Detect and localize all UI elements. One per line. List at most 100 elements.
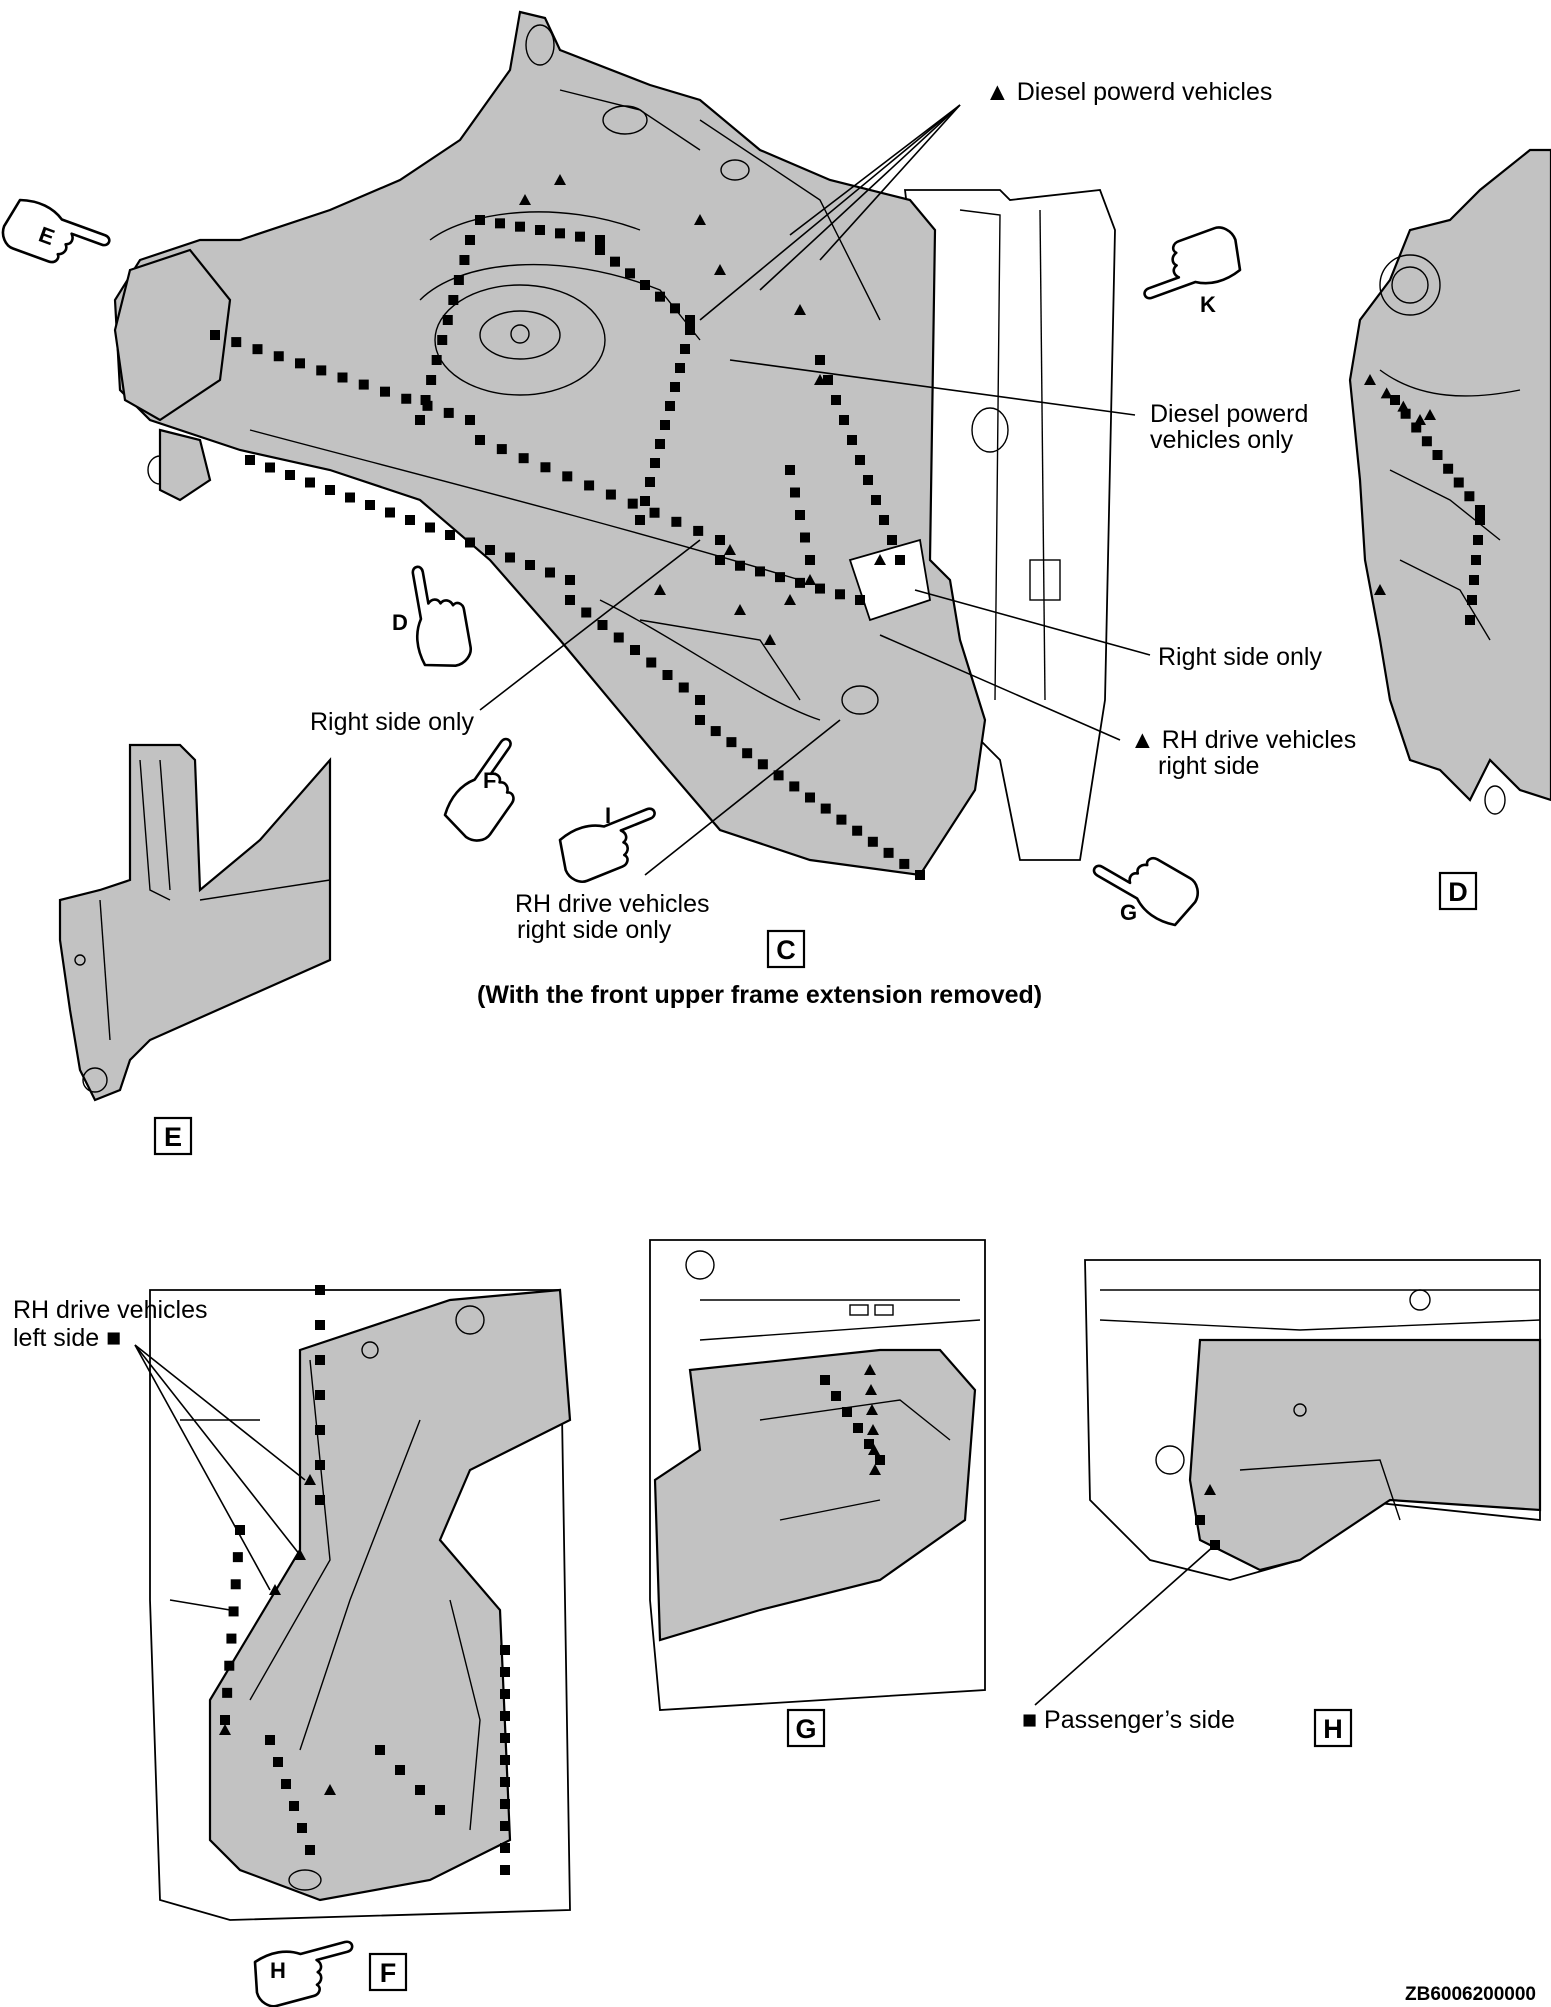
spot-weld-square: [415, 1785, 425, 1795]
spot-weld-square: [500, 1755, 510, 1765]
label-rh-drive-right-line2: right side: [1158, 752, 1259, 780]
spot-weld-square: [231, 337, 242, 348]
spot-weld-square: [1421, 436, 1432, 447]
label-diesel-only-line2: vehicles only: [1150, 426, 1294, 454]
spot-weld-square: [500, 1711, 510, 1721]
hand-letter-h: H: [270, 1958, 286, 1983]
spot-weld-square: [742, 748, 753, 759]
spot-weld-square: [775, 572, 785, 583]
spot-weld-square: [839, 415, 849, 425]
spot-weld-square: [500, 1865, 510, 1875]
spot-weld-triangle: [865, 1384, 877, 1395]
spot-weld-square: [443, 407, 454, 418]
spot-weld-square: [1475, 515, 1485, 525]
weld-triangle-markers: [219, 174, 1436, 1795]
spot-weld-triangle: [519, 194, 531, 205]
spot-weld-triangle: [1380, 387, 1393, 399]
spot-weld-square: [915, 870, 925, 880]
spot-weld-square: [535, 225, 545, 235]
spot-weld-triangle: [324, 1784, 336, 1795]
spot-weld-square: [575, 231, 585, 242]
view-box-e: E: [153, 1116, 193, 1156]
spot-weld-square: [655, 291, 665, 302]
spot-weld-square: [710, 726, 721, 737]
spot-weld-square: [875, 1455, 885, 1465]
spot-weld-square: [315, 1285, 325, 1295]
spot-weld-square: [835, 589, 845, 600]
spot-weld-square: [671, 516, 682, 527]
hand-letter-i: I: [605, 803, 611, 828]
spot-weld-square: [555, 228, 565, 239]
spot-weld-square: [385, 507, 395, 518]
spot-weld-square: [273, 1757, 283, 1767]
spot-weld-triangle: [694, 214, 706, 225]
view-d-drawing: [1348, 148, 1551, 815]
spot-weld-square: [855, 595, 865, 605]
spot-weld-square: [655, 439, 665, 449]
spot-weld-square: [445, 530, 455, 540]
spot-weld-square: [695, 695, 705, 705]
spot-weld-square: [805, 555, 815, 565]
spot-weld-square: [1432, 450, 1443, 460]
spot-weld-square: [670, 382, 680, 392]
spot-weld-square: [895, 555, 905, 565]
label-diesel-only-line1: Diesel powerd: [1150, 400, 1308, 428]
label-rh-drive-left-line1: RH drive vehicles: [13, 1296, 208, 1324]
spot-weld-triangle: [1204, 1484, 1216, 1495]
view-box-c: C: [766, 929, 806, 969]
hand-letter-f: F: [483, 768, 496, 793]
spot-weld-square: [515, 221, 525, 232]
svg-text:D: D: [1448, 877, 1468, 907]
spot-weld-square: [645, 477, 655, 487]
spot-weld-square: [755, 566, 765, 577]
spot-weld-square: [315, 1495, 325, 1505]
spot-weld-square: [831, 1391, 841, 1401]
view-box-h: H: [1313, 1708, 1353, 1748]
spot-weld-triangle: [1397, 400, 1410, 412]
spot-weld-square: [680, 344, 690, 354]
spot-weld-square: [662, 670, 673, 680]
pointing-hand-d-icon: [411, 565, 472, 667]
view-h-drawing: [1084, 1259, 1542, 1581]
spot-weld-square: [831, 395, 841, 405]
spot-weld-square: [565, 575, 575, 585]
spot-weld-square: [358, 379, 369, 390]
spot-weld-square: [847, 435, 857, 445]
spot-weld-square: [540, 462, 551, 473]
spot-weld-square: [425, 522, 435, 533]
spot-weld-square: [500, 1799, 510, 1809]
spot-weld-square: [836, 814, 847, 825]
spot-weld-square: [315, 1355, 325, 1365]
spot-weld-square: [842, 1407, 852, 1417]
hand-letter-d: D: [392, 610, 408, 635]
svg-text:E: E: [164, 1122, 182, 1152]
spot-weld-square: [1443, 463, 1454, 474]
spot-weld-square: [565, 595, 575, 605]
spot-weld-square: [325, 485, 335, 495]
spot-weld-square: [305, 477, 315, 488]
spot-weld-square: [485, 545, 495, 555]
spot-weld-square: [295, 358, 305, 369]
spot-weld-square: [685, 315, 695, 325]
spot-weld-square: [795, 510, 805, 520]
spot-weld-square: [475, 435, 485, 445]
spot-weld-triangle: [868, 1444, 880, 1455]
hand-letter-g: G: [1120, 900, 1137, 925]
spot-weld-triangle: [554, 174, 566, 185]
spot-weld-square: [660, 420, 670, 430]
svg-text:G: G: [795, 1714, 816, 1744]
spot-weld-triangle: [1414, 414, 1426, 425]
spot-weld-square: [273, 351, 284, 362]
view-id-boxes: C D E F G H: [153, 871, 1478, 1992]
spot-weld-square: [670, 303, 680, 314]
spot-weld-square: [800, 532, 810, 543]
spot-weld-triangle: [1364, 374, 1376, 385]
spot-weld-square: [220, 1715, 230, 1725]
spot-weld-square: [422, 400, 433, 411]
spot-weld-square: [500, 1821, 510, 1831]
spot-weld-square: [795, 577, 805, 588]
spot-weld-square: [1195, 1515, 1205, 1525]
spot-weld-square: [230, 1579, 241, 1590]
view-direction-hands: E K D F I G H: [1, 198, 1242, 2007]
pointing-hand-f-icon: [443, 737, 515, 842]
